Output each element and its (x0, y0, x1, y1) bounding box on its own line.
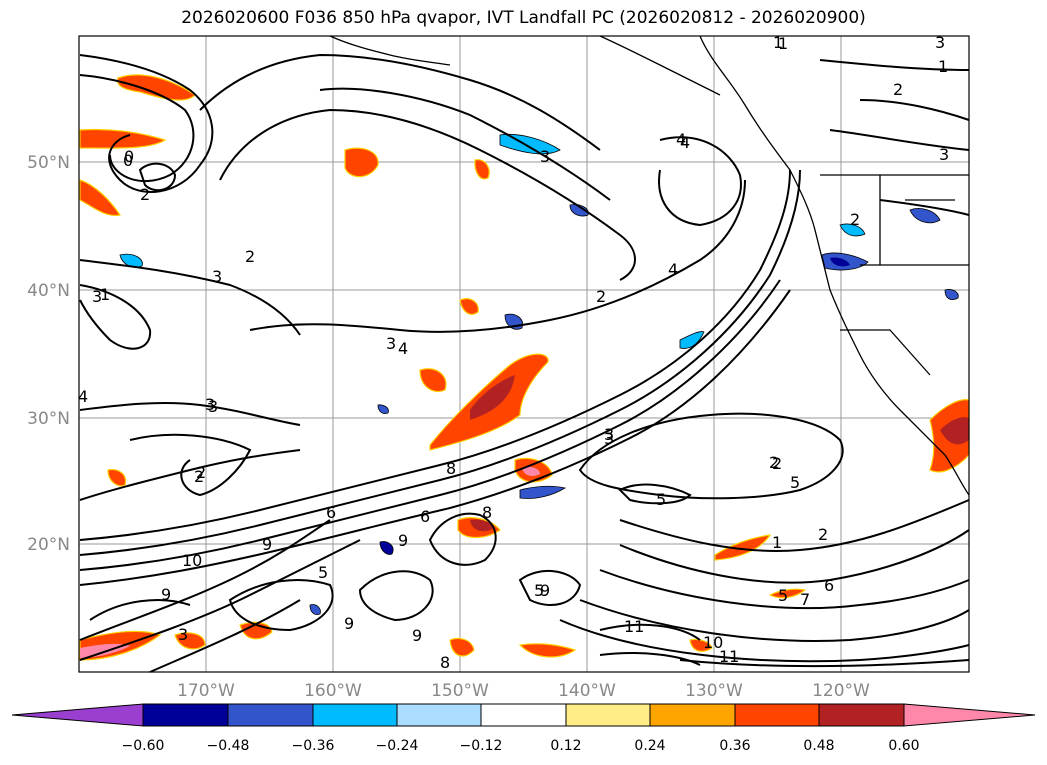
qvapor-fill-negative (119, 133, 959, 615)
contour-label: 2 (245, 247, 255, 266)
contour-label: 2 (818, 525, 828, 544)
contour-label: 7 (800, 590, 810, 609)
lon-label: 170°W (177, 681, 235, 701)
contour-label: 4 (676, 130, 686, 149)
contour-label: 6 (824, 576, 834, 595)
latitude-labels: 50°N 40°N 30°N 20°N (27, 153, 70, 555)
contour-label: 2 (196, 463, 206, 482)
colorbar-tick: −0.36 (292, 738, 335, 754)
lat-label: 30°N (27, 409, 70, 429)
lat-label: 20°N (27, 535, 70, 555)
contour-label: 2 (850, 210, 860, 229)
contour-label: 11 (719, 647, 739, 666)
colorbar-tick-labels: −0.60 −0.48 −0.36 −0.24 −0.12 0.12 0.24 … (122, 738, 920, 754)
colorbar-bin (734, 703, 820, 727)
contour-label: 9 (540, 581, 550, 600)
contour-label: 5 (534, 581, 544, 600)
contour-label: 10 (703, 633, 723, 652)
colorbar-tick: 0.36 (719, 738, 750, 754)
colorbar-tick: −0.60 (122, 738, 165, 754)
contour-label: 4 (680, 133, 690, 152)
contour-label: 11 (624, 617, 644, 636)
colorbar-bin (227, 703, 314, 727)
lon-label: 140°W (558, 681, 616, 701)
map-title: 2026020600 F036 850 hPa qvapor, IVT Land… (181, 8, 866, 28)
contour-label: 1 (772, 533, 782, 552)
colorbar-tick: −0.48 (207, 738, 250, 754)
colorbar-bin (565, 703, 651, 727)
colorbar-bin (649, 703, 736, 727)
contour-label: 3 (208, 397, 218, 416)
contour-label: 5 (778, 586, 788, 605)
contour-label: 2 (772, 454, 782, 473)
contour-label: 3 (540, 147, 550, 166)
contour-label: 9 (344, 614, 354, 633)
contour-label: 2 (769, 453, 779, 472)
lon-label: 160°W (304, 681, 362, 701)
contour-label: 9 (262, 535, 272, 554)
colorbar-bin (818, 703, 905, 727)
contour-label: 1 (773, 33, 783, 52)
contour-label: 2 (893, 80, 903, 99)
contour-label: 2 (596, 287, 606, 306)
colorbar (11, 703, 1036, 727)
contour-label: 2 (140, 185, 150, 204)
contour-label: 8 (440, 653, 450, 672)
lon-label: 150°W (431, 681, 489, 701)
lat-label: 40°N (27, 281, 70, 301)
colorbar-over-triangle (903, 703, 1036, 727)
contour-label: 8 (446, 459, 456, 478)
contour-label: 4 (398, 339, 408, 358)
contour-label: 1 (100, 285, 110, 304)
contour-label: 1 (778, 34, 788, 53)
lon-label: 130°W (685, 681, 743, 701)
colorbar-tick: 0.12 (550, 738, 581, 754)
contour-label: 3 (935, 33, 945, 52)
contour-label: 6 (326, 503, 336, 522)
contour-label: 3 (604, 425, 614, 444)
colorbar-tick: −0.24 (376, 738, 419, 754)
contour-label: 0 (124, 147, 134, 166)
longitude-labels: 170°W 160°W 150°W 140°W 130°W 120°W (177, 681, 870, 701)
colorbar-bin (312, 703, 398, 727)
colorbar-tick: 0.24 (634, 738, 665, 754)
lon-label: 120°W (812, 681, 870, 701)
contour-label: 9 (161, 585, 171, 604)
colorbar-bin (396, 703, 482, 727)
contour-label: 3 (178, 625, 188, 644)
contour-label: 5 (790, 473, 800, 492)
ivt-contours (79, 53, 970, 673)
qvapor-fill-patches (79, 74, 970, 661)
contour-label: 9 (412, 626, 422, 645)
contour-label: 5 (318, 563, 328, 582)
colorbar-under-triangle (11, 703, 144, 727)
contour-label: 3 (939, 145, 949, 164)
contour-label: 5 (656, 490, 666, 509)
colorbar-tick: 0.48 (803, 738, 834, 754)
contour-label: 10 (182, 551, 202, 570)
contour-label: 3 (205, 395, 215, 414)
contour-label: 2 (194, 467, 204, 486)
colorbar-tick: 0.60 (888, 738, 919, 754)
contour-label: 3 (604, 429, 614, 448)
contour-label: 4 (668, 260, 678, 279)
contour-label: 3 (386, 334, 396, 353)
contour-label: 0 (123, 151, 133, 170)
colorbar-tick: −0.12 (460, 738, 503, 754)
contour-label: 3 (92, 287, 102, 306)
colorbar-bin (480, 703, 567, 727)
contour-label: 8 (482, 503, 492, 522)
contour-label: 4 (78, 387, 88, 406)
contour-label: 3 (212, 267, 222, 286)
coastlines (329, 35, 970, 496)
contour-label: 6 (420, 507, 430, 526)
lat-label: 50°N (27, 153, 70, 173)
contour-label: 1 (938, 57, 948, 76)
plot-frame (78, 35, 970, 673)
colorbar-bin (142, 703, 229, 727)
contour-label: 9 (398, 531, 408, 550)
